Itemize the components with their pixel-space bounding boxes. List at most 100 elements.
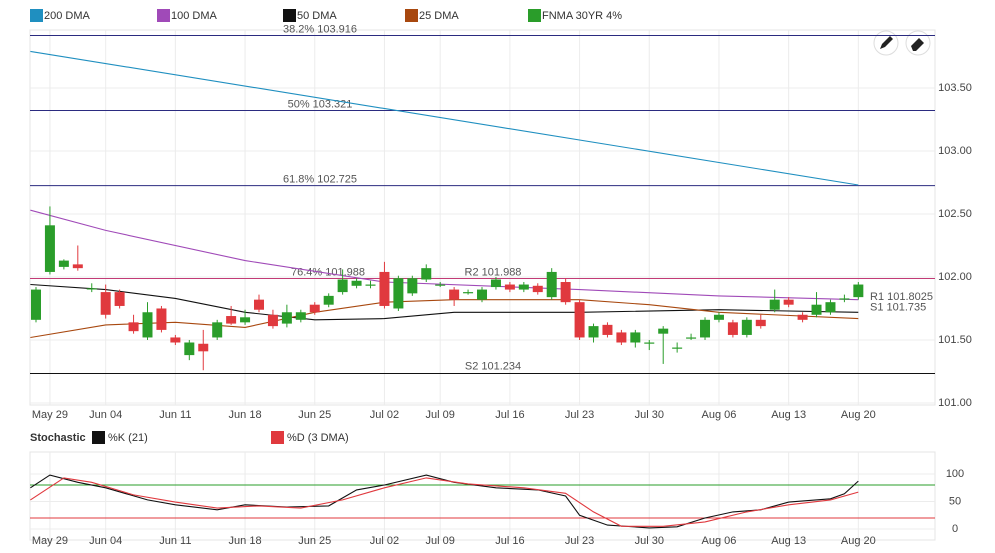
candle-body (518, 284, 529, 290)
candle-body (184, 342, 195, 356)
x-tick-label: Jul 16 (495, 535, 524, 547)
legend-label: 50 DMA (297, 10, 337, 22)
x-tick-label: Jul 02 (370, 409, 399, 421)
candle-body (504, 284, 515, 290)
y-tick-label: 50 (949, 495, 961, 507)
pencil-icon (880, 36, 893, 49)
legend-label: %D (3 DMA) (287, 432, 349, 444)
candle-body (574, 302, 585, 338)
candle-body (240, 317, 251, 323)
level-label: R1 101.8025 (870, 291, 933, 303)
legend-swatch (92, 431, 105, 444)
candle-body (309, 304, 320, 313)
candle-body (351, 280, 362, 286)
x-tick-label: Aug 13 (771, 535, 806, 547)
candle-body (267, 314, 278, 327)
x-tick-label: Aug 20 (841, 535, 876, 547)
x-tick-label: Aug 20 (841, 409, 876, 421)
series-line (30, 477, 859, 527)
legend-label: %K (21) (108, 432, 148, 444)
y-tick-label: 103.50 (938, 82, 972, 94)
candle-body (170, 337, 181, 343)
candle-body (477, 289, 488, 300)
candle-body (365, 284, 376, 286)
candle-body (700, 319, 711, 338)
series-line (30, 283, 859, 321)
candle-body (727, 322, 738, 335)
candle-body (630, 332, 641, 343)
candle-body (44, 225, 55, 272)
level-label: 61.8% 102.725 (283, 174, 357, 186)
candle-body (769, 299, 780, 310)
y-tick-label: 101.50 (938, 334, 972, 346)
candle-body (853, 284, 864, 298)
candle-body (602, 324, 613, 335)
y-tick-label: 100 (946, 468, 964, 480)
x-tick-label: Jul 23 (565, 535, 594, 547)
candle-body (713, 314, 724, 320)
x-tick-label: Jun 25 (298, 409, 331, 421)
candle-body (741, 319, 752, 335)
candle-body (86, 288, 97, 290)
candle-body (616, 332, 627, 343)
candle-body (114, 292, 125, 306)
x-tick-label: Jun 11 (159, 409, 191, 421)
candle-body (30, 289, 41, 320)
x-tick-label: Jun 25 (298, 535, 331, 547)
candle-body (393, 278, 404, 309)
legend-label: 100 DMA (171, 10, 218, 22)
candle-body (672, 347, 683, 349)
level-label: S2 101.234 (465, 360, 521, 372)
candle-body (588, 326, 599, 338)
x-tick-label: Jul 02 (370, 535, 399, 547)
x-tick-label: Jun 04 (89, 535, 122, 547)
candle-body (100, 292, 111, 315)
x-tick-label: Aug 06 (702, 409, 737, 421)
panel: May 29 Jun 04 Jun 11 Jun 18 Jun 25 Jul 02 Jul … (29, 451, 964, 547)
candle-body (421, 268, 432, 280)
x-tick-label: Jul 23 (565, 409, 594, 421)
legend-swatch (30, 9, 43, 22)
candle-body (449, 289, 460, 300)
y-tick-label: 102.50 (938, 208, 972, 220)
plot-area (29, 29, 936, 406)
x-tick-label: Jul 30 (635, 535, 664, 547)
candle-body (379, 271, 390, 306)
legend-swatch (528, 9, 541, 22)
eraser-icon (911, 38, 924, 51)
candle-body (560, 282, 571, 303)
candle-body (72, 264, 83, 269)
candle-body (435, 284, 446, 286)
candle-body (783, 299, 794, 305)
legend-swatch (405, 9, 418, 22)
x-tick-label: May 29 (32, 409, 68, 421)
legend-swatch (283, 9, 296, 22)
x-tick-label: Aug 06 (702, 535, 737, 547)
candle-body (58, 260, 69, 267)
edit-tools (873, 30, 931, 56)
y-tick-label: 0 (952, 523, 958, 535)
candle-body (644, 342, 655, 344)
panel-title: Stochastic (30, 432, 86, 444)
candle-body (198, 343, 209, 352)
candle-body (226, 316, 237, 324)
level-label: S1 101.735 (870, 301, 926, 313)
x-tick-label: Jun 11 (159, 535, 191, 547)
x-tick-label: Jun 18 (229, 535, 262, 547)
x-tick-label: Jul 16 (495, 409, 524, 421)
x-tick-label: Jul 30 (635, 409, 664, 421)
y-tick-label: 101.00 (938, 397, 972, 409)
candle-body (323, 295, 334, 305)
level-label: 76.4% 101.988 (291, 266, 365, 278)
level-label: R2 101.988 (465, 266, 522, 278)
legend-swatch (271, 431, 284, 444)
level-label: 50% 103.321 (288, 98, 353, 110)
candle-body (407, 278, 418, 294)
legend-label: 200 DMA (44, 10, 91, 22)
candle-body (212, 322, 223, 338)
level-label: 38.2% 103.916 (283, 23, 357, 35)
candle-body (490, 279, 501, 288)
candle-body (295, 312, 306, 320)
legend-swatch (157, 9, 170, 22)
candle-body (128, 322, 139, 332)
